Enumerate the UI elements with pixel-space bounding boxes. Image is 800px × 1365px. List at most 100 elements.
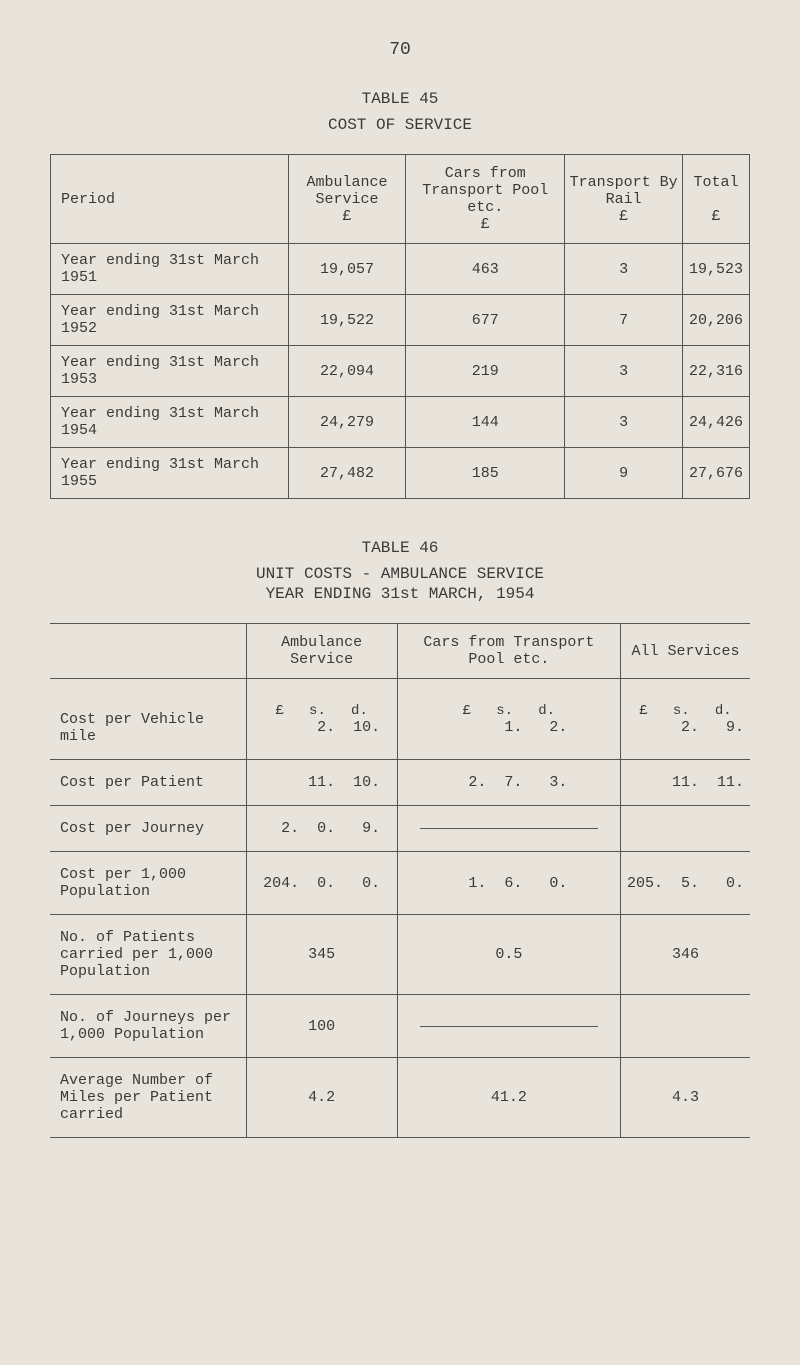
header-unit: £ xyxy=(342,208,351,225)
cell: 677 xyxy=(406,295,565,346)
cell: £ s. d. 2. 9. xyxy=(620,679,750,760)
cell: 0.5 xyxy=(397,915,620,995)
table46-title1: UNIT COSTS - AMBULANCE SERVICE xyxy=(50,565,750,583)
cell: 1. 6. 0. xyxy=(397,852,620,915)
table-row: No. of Journeys per 1,000 Population 100 xyxy=(50,995,750,1058)
cell: 3 xyxy=(565,346,683,397)
table-row: Year ending 31st March 1955 27,482 185 9… xyxy=(51,448,750,499)
t45-header-ambulance: Ambulance Service £ xyxy=(288,155,406,244)
cell: 41.2 xyxy=(397,1058,620,1138)
cell: 11. 10. xyxy=(246,760,397,806)
cell: 205. 5. 0. xyxy=(620,852,750,915)
cell-dash xyxy=(397,806,620,852)
table46-label: TABLE 46 xyxy=(50,539,750,557)
cell: Year ending 31st March 1955 xyxy=(51,448,289,499)
t46-header-cars: Cars from Transport Pool etc. xyxy=(397,624,620,679)
cell xyxy=(620,995,750,1058)
value: 204. 0. 0. xyxy=(263,875,380,892)
cell: 27,482 xyxy=(288,448,406,499)
t46-header-ambulance: Ambulance Service xyxy=(246,624,397,679)
lsd-header: £ s. d. xyxy=(275,703,367,719)
row-label: Cost per Journey xyxy=(50,806,246,852)
cell: 2. 7. 3. xyxy=(397,760,620,806)
table-row: Cost per Vehicle mile £ s. d. 2. 10. £ s… xyxy=(50,679,750,760)
lsd-header: £ s. d. xyxy=(463,703,555,719)
cell: 24,426 xyxy=(682,397,749,448)
cell: £ s. d. 2. 10. xyxy=(246,679,397,760)
table-row: Year ending 31st March 1952 19,522 677 7… xyxy=(51,295,750,346)
header-text: Transport By Rail xyxy=(570,174,678,208)
cell: Year ending 31st March 1951 xyxy=(51,244,289,295)
value: 1. 6. 0. xyxy=(450,875,567,892)
header-unit: £ xyxy=(481,216,490,233)
cell: 144 xyxy=(406,397,565,448)
table-row: Year ending 31st March 1953 22,094 219 3… xyxy=(51,346,750,397)
page-number: 70 xyxy=(50,40,750,60)
cell: 4.2 xyxy=(246,1058,397,1138)
table45-title: COST OF SERVICE xyxy=(50,116,750,134)
table-46: Ambulance Service Cars from Transport Po… xyxy=(50,623,750,1138)
cell: 19,522 xyxy=(288,295,406,346)
cell: 27,676 xyxy=(682,448,749,499)
header-text: Ambulance Service xyxy=(306,174,387,208)
cell: 204. 0. 0. xyxy=(246,852,397,915)
dash-icon xyxy=(420,828,599,829)
cell xyxy=(620,806,750,852)
table-row: Year ending 31st March 1951 19,057 463 3… xyxy=(51,244,750,295)
table-row: Average Number of Miles per Patient carr… xyxy=(50,1058,750,1138)
cell: 346 xyxy=(620,915,750,995)
cell: 20,206 xyxy=(682,295,749,346)
cell: Year ending 31st March 1953 xyxy=(51,346,289,397)
row-label: Average Number of Miles per Patient carr… xyxy=(50,1058,246,1138)
value: 11. 10. xyxy=(263,774,380,791)
cell: Year ending 31st March 1954 xyxy=(51,397,289,448)
row-label: Cost per Vehicle mile xyxy=(50,679,246,760)
cell: 24,279 xyxy=(288,397,406,448)
value: 2. 0. 9. xyxy=(263,820,380,837)
value: 1. 2. xyxy=(450,719,567,736)
table-row: Year ending 31st March 1954 24,279 144 3… xyxy=(51,397,750,448)
cell: 22,094 xyxy=(288,346,406,397)
table-45: Period Ambulance Service £ Cars from Tra… xyxy=(50,154,750,499)
cell: 2. 0. 9. xyxy=(246,806,397,852)
dash-icon xyxy=(420,1026,599,1027)
cell: 19,057 xyxy=(288,244,406,295)
table45-label: TABLE 45 xyxy=(50,90,750,108)
cell: 219 xyxy=(406,346,565,397)
cell: 7 xyxy=(565,295,683,346)
cell: 22,316 xyxy=(682,346,749,397)
cell: 3 xyxy=(565,244,683,295)
value: 11. 11. xyxy=(627,774,744,791)
table-row: Cost per Journey 2. 0. 9. xyxy=(50,806,750,852)
cell: 463 xyxy=(406,244,565,295)
t45-header-rail: Transport By Rail £ xyxy=(565,155,683,244)
table-row: Cost per Patient 11. 10. 2. 7. 3. 11. 11… xyxy=(50,760,750,806)
header-text: Cars from Transport Pool etc. xyxy=(422,165,548,216)
row-label: No. of Journeys per 1,000 Population xyxy=(50,995,246,1058)
cell: 11. 11. xyxy=(620,760,750,806)
label-text: Cost per Vehicle mile xyxy=(60,711,204,745)
header-unit: £ xyxy=(711,208,720,225)
t46-header-blank xyxy=(50,624,246,679)
cell: 3 xyxy=(565,397,683,448)
value: 2. 9. xyxy=(627,719,744,736)
cell: £ s. d. 1. 2. xyxy=(397,679,620,760)
cell: 185 xyxy=(406,448,565,499)
t45-header-cars: Cars from Transport Pool etc. £ xyxy=(406,155,565,244)
value: 2. 10. xyxy=(263,719,380,736)
t46-header-all: All Services xyxy=(620,624,750,679)
header-unit: £ xyxy=(619,208,628,225)
cell: 9 xyxy=(565,448,683,499)
header-text: Total xyxy=(693,174,738,191)
table-row: No. of Patients carried per 1,000 Popula… xyxy=(50,915,750,995)
row-label: Cost per Patient xyxy=(50,760,246,806)
cell-dash xyxy=(397,995,620,1058)
lsd-header: £ s. d. xyxy=(639,703,731,719)
table-row: Cost per 1,000 Population 204. 0. 0. 1. … xyxy=(50,852,750,915)
t45-header-period: Period xyxy=(51,155,289,244)
header-text: Period xyxy=(61,191,115,208)
value: 2. 7. 3. xyxy=(450,774,567,791)
cell: 19,523 xyxy=(682,244,749,295)
t45-header-total: Total £ xyxy=(682,155,749,244)
cell: 100 xyxy=(246,995,397,1058)
